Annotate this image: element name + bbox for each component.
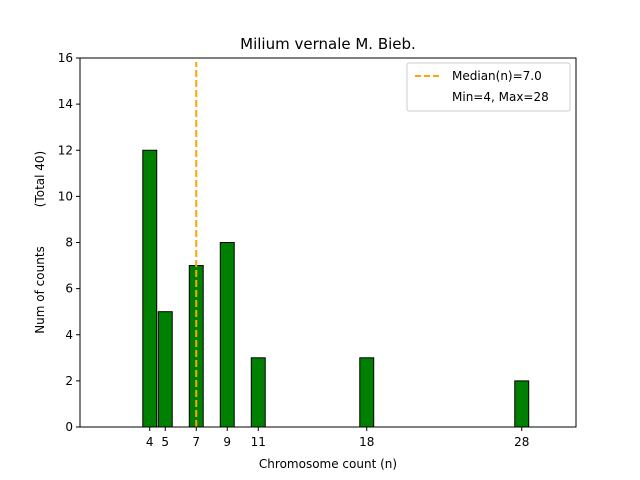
y-axis-label-total: (Total 40) xyxy=(33,151,47,207)
bar-n-4 xyxy=(142,149,158,428)
x-tick-label: 9 xyxy=(223,435,231,449)
y-axis: 0 2 4 6 8 10 12 14 16 xyxy=(58,51,80,434)
x-tick-label: 11 xyxy=(251,435,266,449)
bars xyxy=(142,149,530,428)
y-tick-label: 0 xyxy=(65,420,73,434)
bar-n-11 xyxy=(250,357,266,428)
x-tick-label: 28 xyxy=(514,435,529,449)
legend: Median(n)=7.0 Min=4, Max=28 xyxy=(406,62,571,112)
legend-frame xyxy=(406,62,571,112)
y-tick-label: 10 xyxy=(58,189,73,203)
legend-minmax-label: Min=4, Max=28 xyxy=(452,90,549,104)
chart-title: Milium vernale M. Bieb. xyxy=(240,35,416,53)
bar-n-9 xyxy=(219,242,235,428)
x-tick-label: 18 xyxy=(359,435,374,449)
x-axis-label: Chromosome count (n) xyxy=(259,457,397,471)
y-tick-label: 14 xyxy=(58,97,73,111)
y-tick-label: 2 xyxy=(65,374,73,388)
x-axis: 4 5 7 9 11 18 28 xyxy=(146,427,529,449)
legend-median-label: Median(n)=7.0 xyxy=(452,69,542,83)
y-axis-label: Num of counts xyxy=(33,246,47,334)
y-tick-label: 16 xyxy=(58,51,73,65)
y-tick-label: 4 xyxy=(65,328,73,342)
x-tick-label: 4 xyxy=(146,435,154,449)
bar-n-5 xyxy=(157,311,173,428)
y-tick-label: 8 xyxy=(65,236,73,250)
y-tick-label: 12 xyxy=(58,143,73,157)
bar-n-28 xyxy=(514,380,530,428)
y-tick-label: 6 xyxy=(65,282,73,296)
bar-n-18 xyxy=(359,357,375,428)
x-tick-label: 5 xyxy=(161,435,169,449)
x-tick-label: 7 xyxy=(192,435,200,449)
